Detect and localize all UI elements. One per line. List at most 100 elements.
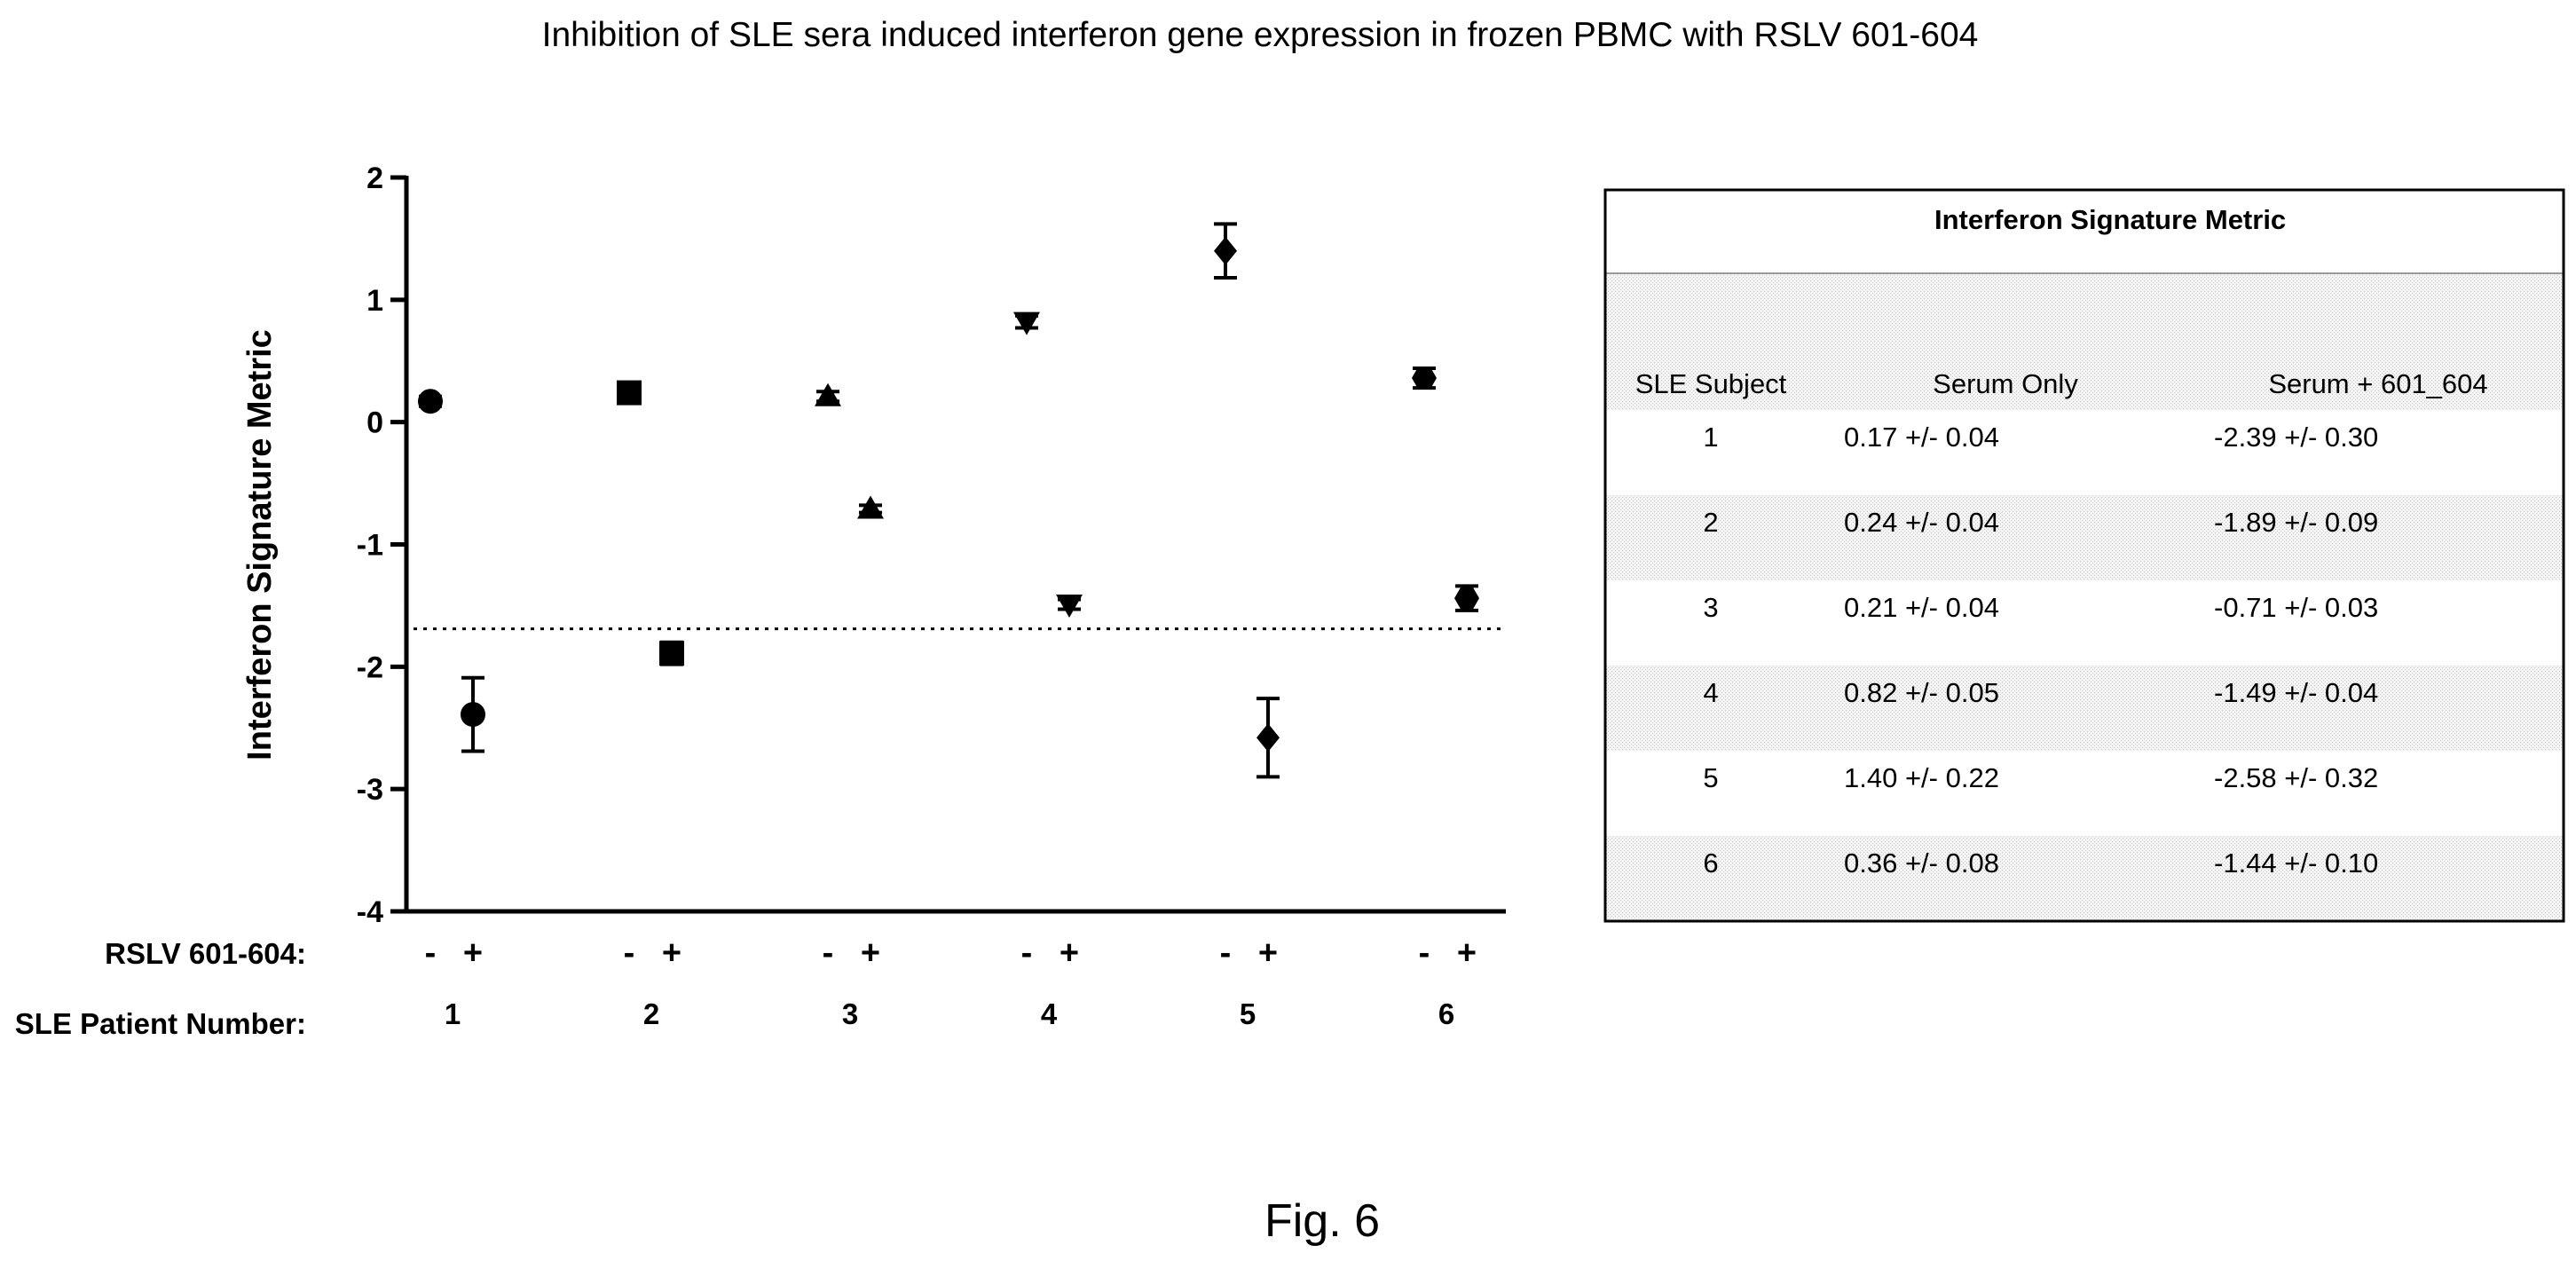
y-tick-label: -2 bbox=[357, 650, 383, 684]
table-row-band bbox=[1605, 666, 2564, 751]
marker-circle bbox=[418, 389, 443, 414]
table-cell: 3 bbox=[1703, 592, 1718, 623]
marker-diamond bbox=[1214, 236, 1237, 265]
treatment-sign: - bbox=[1220, 934, 1232, 972]
marker-triangle-up bbox=[815, 382, 841, 406]
y-axis: 2 1 0 -1 -2 -3 -4 bbox=[357, 162, 409, 929]
treatment-sign: + bbox=[861, 934, 880, 972]
table-cell: 0.82 +/- 0.05 bbox=[1844, 677, 1999, 708]
treatment-sign: + bbox=[662, 934, 681, 972]
table-row-band bbox=[1605, 751, 2564, 836]
table-cell: -2.58 +/- 0.32 bbox=[2214, 762, 2378, 793]
marker-triangle-up bbox=[857, 495, 884, 519]
table-title: Interferon Signature Metric bbox=[1934, 204, 2286, 235]
patient-number: 2 bbox=[643, 997, 659, 1030]
patient-number: 4 bbox=[1041, 997, 1058, 1030]
marker-circle bbox=[461, 702, 485, 728]
table-row: 4 0.82 +/- 0.05 -1.49 +/- 0.04 bbox=[1703, 677, 2378, 708]
y-tick-label: -3 bbox=[357, 773, 383, 807]
y-tick-label: 2 bbox=[366, 162, 383, 195]
marker-square bbox=[659, 641, 684, 666]
data-point-2-minus bbox=[617, 380, 642, 406]
data-point-1-minus bbox=[418, 389, 443, 414]
data-point-4-plus bbox=[1056, 595, 1083, 619]
treatment-sign: - bbox=[425, 934, 437, 972]
table-row: 2 0.24 +/- 0.04 -1.89 +/- 0.09 bbox=[1703, 507, 2378, 538]
table-cell: 0.36 +/- 0.08 bbox=[1844, 847, 1999, 879]
table-cell: 4 bbox=[1703, 677, 1718, 708]
y-axis-label: Interferon Signature Metric bbox=[241, 329, 279, 761]
marker-hexagon bbox=[1412, 367, 1437, 390]
data-point-1-plus bbox=[461, 675, 485, 753]
figure-title: Inhibition of SLE sera induced interfero… bbox=[542, 16, 1979, 54]
table-row-bands bbox=[1605, 410, 2564, 921]
y-ticks: 2 1 0 -1 -2 -3 -4 bbox=[357, 162, 406, 929]
table-cell: -0.71 +/- 0.03 bbox=[2214, 592, 2378, 623]
marker-triangle-down bbox=[1056, 595, 1083, 619]
figure-caption: Fig. 6 bbox=[1264, 1195, 1380, 1247]
table-col-serum-only: Serum Only bbox=[1933, 368, 2078, 399]
table-cell: -1.89 +/- 0.09 bbox=[2214, 507, 2378, 538]
treatment-sign: - bbox=[624, 934, 635, 972]
data-point-5-minus bbox=[1214, 222, 1237, 280]
scatter-chart: 210-1-2-3-4 Interferon Signature Metric … bbox=[15, 162, 1506, 1040]
data-point-6-plus bbox=[1454, 584, 1479, 612]
patient-number: 1 bbox=[445, 997, 461, 1030]
data-point-6-minus bbox=[1412, 367, 1437, 390]
table-cell: 5 bbox=[1703, 762, 1718, 793]
treatment-row-label: RSLV 601-604: bbox=[105, 937, 306, 970]
data-point-3-plus bbox=[857, 495, 884, 519]
table-cell: 1.40 +/- 0.22 bbox=[1844, 762, 1999, 793]
table-header-band bbox=[1605, 190, 2564, 273]
patient-number: 6 bbox=[1438, 997, 1454, 1030]
table-column-header-band bbox=[1605, 273, 2564, 410]
data-point-2-plus bbox=[659, 640, 684, 666]
marker-diamond bbox=[1256, 723, 1280, 753]
table-cell: -2.39 +/- 0.30 bbox=[2214, 422, 2378, 453]
table-col-subject: SLE Subject bbox=[1635, 368, 1787, 399]
marker-triangle-down bbox=[1013, 311, 1040, 335]
x-labels: - +1- +2- +3- +4- +5- +6 bbox=[425, 934, 1477, 1030]
table-cell: 6 bbox=[1703, 847, 1718, 879]
treatment-sign: - bbox=[1021, 934, 1033, 972]
treatment-sign: - bbox=[1419, 934, 1430, 972]
table-col-serum-plus: Serum + 601_604 bbox=[2268, 368, 2487, 399]
table-cell: -1.49 +/- 0.04 bbox=[2214, 677, 2378, 708]
y-tick-label: -4 bbox=[357, 895, 383, 929]
treatment-sign: + bbox=[1060, 934, 1079, 972]
table-border bbox=[1603, 188, 2565, 923]
table-cell: -1.44 +/- 0.10 bbox=[2214, 847, 2378, 879]
table-row: 3 0.21 +/- 0.04 -0.71 +/- 0.03 bbox=[1703, 592, 2378, 623]
patient-row-label: SLE Patient Number: bbox=[15, 1007, 306, 1040]
table-cell: 0.17 +/- 0.04 bbox=[1844, 422, 1999, 453]
y-tick-label: -1 bbox=[357, 529, 383, 563]
patient-number: 5 bbox=[1240, 997, 1256, 1030]
table-row: 5 1.40 +/- 0.22 -2.58 +/- 0.32 bbox=[1703, 762, 2378, 793]
data-points bbox=[418, 222, 1479, 779]
marker-square bbox=[617, 380, 642, 406]
marker-hexagon bbox=[1454, 587, 1479, 610]
data-point-4-minus bbox=[1013, 311, 1040, 335]
treatment-sign: + bbox=[1258, 934, 1278, 972]
table-row-band bbox=[1605, 410, 2564, 495]
treatment-sign: + bbox=[463, 934, 483, 972]
table-rows: 1 0.17 +/- 0.04 -2.39 +/- 0.30 2 0.24 +/- 0.… bbox=[1703, 422, 2378, 879]
table-row-band bbox=[1605, 580, 2564, 666]
table-cell: 0.24 +/- 0.04 bbox=[1844, 507, 1999, 538]
patient-number: 3 bbox=[842, 997, 858, 1030]
treatment-sign: - bbox=[823, 934, 834, 972]
table-row: 6 0.36 +/- 0.08 -1.44 +/- 0.10 bbox=[1703, 847, 2378, 879]
data-point-5-plus bbox=[1256, 697, 1280, 779]
y-tick-label: 0 bbox=[366, 406, 383, 440]
table-cell: 1 bbox=[1703, 422, 1718, 453]
table-row: 1 0.17 +/- 0.04 -2.39 +/- 0.30 bbox=[1703, 422, 2378, 453]
data-point-3-minus bbox=[815, 382, 841, 406]
table-cell: 0.21 +/- 0.04 bbox=[1844, 592, 1999, 623]
table-row-band bbox=[1605, 836, 2564, 921]
y-tick-label: 1 bbox=[366, 284, 383, 318]
table-cell: 2 bbox=[1703, 507, 1718, 538]
table-row-band bbox=[1605, 495, 2564, 580]
treatment-sign: + bbox=[1457, 934, 1477, 972]
metric-table: Interferon Signature Metric SLE Subject … bbox=[1603, 188, 2565, 923]
